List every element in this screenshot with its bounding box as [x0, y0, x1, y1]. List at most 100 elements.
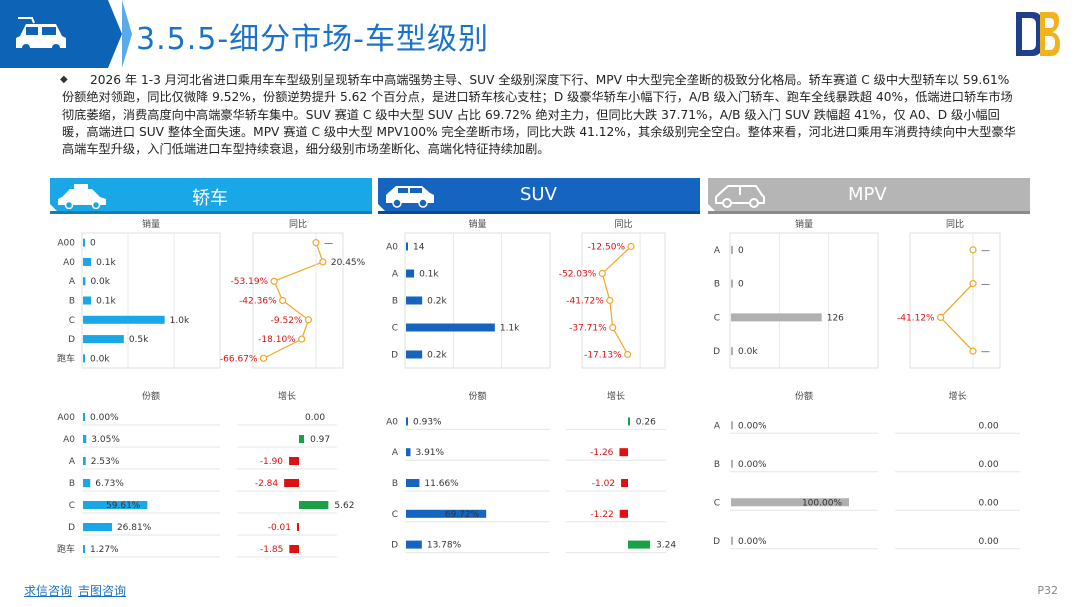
banner-suv: SUV: [378, 178, 700, 214]
sedan-yoy-label: -53.19%: [231, 277, 269, 287]
brand-logo-icon: [1016, 12, 1060, 56]
mpv-sales-bar: [731, 245, 733, 254]
suv-share-bar: [406, 540, 422, 549]
suv-growth-label: 3.24: [656, 541, 676, 551]
mpv-sales-label: 0: [738, 246, 744, 256]
mpv-sales-bar: [731, 313, 822, 322]
mpv-sales-bar: [731, 347, 733, 356]
mpv-share-bar: [731, 459, 733, 468]
sedan-growth-label: -1.90: [260, 457, 284, 467]
sedan-share-category: A0: [63, 435, 75, 445]
sedan-sales-category: B: [69, 297, 75, 307]
mpv-sales-bar: [731, 279, 733, 288]
mpv-share-bar: [731, 536, 733, 545]
sedan-growth-label: 0.00: [305, 413, 325, 423]
sedan-share-label: 1.27%: [90, 545, 119, 555]
sedan-icon: [58, 184, 106, 209]
sedan-yoy-label: 20.45%: [331, 258, 366, 268]
mpv-sales-label: 126: [827, 313, 844, 323]
mpv-icon: [715, 185, 765, 208]
page-number: P32: [1037, 584, 1058, 597]
sedan-sales-header: 销量: [142, 218, 160, 230]
mpv-sales-label: 0: [738, 280, 744, 290]
mpv-sales-label: 0.0k: [738, 347, 758, 357]
sedan-yoy-point: [304, 316, 313, 324]
mpv-yoy-label: —: [981, 246, 990, 256]
sedan-growth-bar: [299, 501, 329, 509]
sedan-sales-label: 0.5k: [129, 335, 149, 345]
sedan-growth-label: -2.84: [255, 479, 279, 489]
suv-sales-bar: [406, 269, 415, 278]
footer-links: 求信咨询 吉图咨询: [24, 582, 132, 599]
suv-share-category: A0: [386, 417, 398, 427]
suv-share-category: C: [392, 510, 398, 520]
suv-sales-category: A: [392, 270, 399, 280]
suv-share-category: A: [392, 448, 399, 458]
mpv-sales-category: D: [713, 347, 720, 357]
suv-sales-category: C: [392, 324, 398, 334]
sedan-yoy-point: [270, 277, 278, 285]
sedan-growth-label: 0.97: [310, 435, 330, 445]
suv-yoy-header: 同比: [614, 218, 632, 230]
banner-sedan-label: 轿车: [192, 188, 228, 209]
sedan-growth-label: -1.85: [260, 545, 283, 555]
sedan-share-bar: [83, 523, 112, 531]
suv-yoy-point: [609, 323, 617, 332]
sedan-share-category: C: [69, 501, 75, 511]
suv-share-bar: [406, 479, 420, 487]
mpv-share-header: 份额: [795, 390, 813, 402]
sedan-yoy-label: -42.36%: [239, 297, 277, 307]
sedan-share-bar: [83, 501, 148, 509]
suv-sales-label: 0.2k: [427, 297, 447, 307]
sedan-share-category: D: [68, 523, 75, 533]
sedan-share-category: 跑车: [57, 543, 75, 555]
mpv-share-label: 0.00%: [738, 421, 767, 431]
suv-share-label: 0.93%: [413, 417, 442, 427]
sedan-share-bar: [83, 413, 85, 421]
suv-sales-bar: [406, 350, 423, 359]
mpv-share-category: C: [714, 498, 720, 508]
sedan-yoy-label: -9.52%: [271, 316, 303, 326]
mpv-share-bar: [731, 498, 849, 507]
sedan-sales-label: 0.0k: [90, 277, 110, 287]
suv-sales-label: 0.2k: [427, 351, 447, 361]
suv-share-bar: [406, 448, 411, 457]
suv-share-label: 69.72%: [445, 510, 480, 520]
sedan-sales-category: A: [69, 277, 76, 287]
sedan-share-header: 份额: [142, 390, 160, 402]
footer-link-1[interactable]: 求信咨询: [24, 584, 73, 598]
sedan-yoy-header: 同比: [289, 218, 307, 230]
suv-share-bar: [406, 417, 408, 426]
suv-share-bar: [406, 509, 487, 518]
footer-link-2[interactable]: 吉图咨询: [78, 584, 127, 598]
sedan-yoy-point: [298, 335, 306, 343]
sedan-sales-category: C: [69, 316, 75, 326]
mpv-share-label: 100.00%: [802, 498, 842, 508]
car-icon: [16, 17, 66, 52]
mpv-growth-label: 0.00: [979, 498, 999, 508]
banner-sedan: 轿车: [50, 178, 372, 214]
suv-yoy-label: -37.71%: [569, 324, 607, 334]
sedan-share-bar: [83, 479, 91, 487]
suv-yoy-label: -12.50%: [587, 243, 625, 253]
suv-share-label: 11.66%: [424, 479, 459, 489]
suv-yoy-point: [606, 296, 614, 305]
mpv-yoy-point: [969, 347, 977, 355]
suv-sales-label: 0.1k: [419, 270, 439, 280]
sedan-sales-bar: [83, 335, 124, 344]
mpv-share-category: D: [713, 537, 720, 547]
suv-yoy-point: [624, 350, 632, 359]
mpv-yoy-line: [939, 249, 974, 352]
mpv-yoy-point: [937, 313, 945, 321]
sedan-share-category: A: [69, 457, 76, 467]
sedan-share-category: A00: [57, 413, 75, 423]
sedan-share-label: 6.73%: [95, 479, 124, 489]
sedan-yoy-line: [263, 242, 324, 359]
sedan-sales-category: A0: [63, 258, 75, 268]
page-title: 3.5.5-细分市场-车型级别: [136, 22, 489, 57]
suv-growth-label: -1.22: [590, 510, 613, 520]
suv-sales-category: A0: [386, 243, 398, 253]
sedan-yoy-point: [279, 296, 287, 305]
suv-sales-header: 销量: [468, 218, 486, 230]
sedan-sales-category: 跑车: [57, 352, 75, 364]
